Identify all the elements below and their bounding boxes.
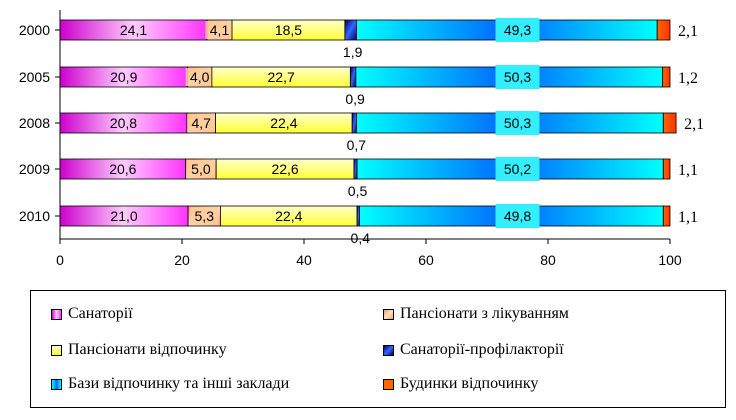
- data-label-sanatorii-2000: 24,1: [120, 22, 147, 38]
- data-label-budynky-vidpochynku-2010: 1,1: [678, 209, 698, 226]
- legend-item-pansionaty-vidpochynku: Пансіонати відпочинку: [51, 341, 227, 359]
- data-label-bazy-vidpochynku-2008: 50,3: [504, 115, 531, 131]
- bar-budynky-vidpochynku-2010: [662, 205, 671, 227]
- y-tick-label-2009: 2009: [19, 161, 50, 177]
- data-label-pansionaty-vidpochynku-2005: 22,7: [268, 69, 295, 85]
- data-label-sanatorii-2009: 20,6: [109, 161, 136, 177]
- bar-budynky-vidpochynku-2008: [662, 112, 677, 134]
- legend-item-profilaktorii: Санаторії-профілакторії: [383, 341, 564, 359]
- data-label-bg-pansionaty-likuvannia-2005: [185, 68, 214, 86]
- data-label-profilaktorii-2008: 0,7: [347, 137, 367, 153]
- bar-profilaktorii-2008: [351, 112, 357, 134]
- bar-profilaktorii-2000: [344, 19, 357, 41]
- data-label-bazy-vidpochynku-2010: 49,8: [504, 208, 531, 224]
- data-label-bazy-vidpochynku-2009: 50,2: [504, 161, 531, 177]
- data-label-bg-bazy-vidpochynku-2010: [495, 204, 540, 228]
- legend-label-bazy-vidpochynku: Бази відпочинку та інші заклади: [68, 375, 290, 392]
- data-label-pansionaty-likuvannia-2009: 5,0: [191, 161, 211, 177]
- data-label-pansionaty-likuvannia-2010: 5,3: [195, 208, 215, 224]
- data-label-sanatorii-2008: 20,8: [110, 115, 137, 131]
- data-label-bg-bazy-vidpochynku-2005: [495, 65, 540, 89]
- legend-swatch-bazy-vidpochynku: [51, 378, 62, 390]
- legend-swatch-sanatorii: [51, 308, 62, 320]
- legend-label-sanatorii: Санаторії: [68, 305, 133, 322]
- data-label-sanatorii-2010: 21,0: [110, 208, 137, 224]
- legend-swatch-budynky-vidpochynku: [383, 378, 394, 390]
- y-tick-label-2000: 2000: [19, 22, 50, 38]
- legend-swatch-profilaktorii: [383, 344, 394, 356]
- data-label-budynky-vidpochynku-2008: 2,1: [684, 116, 704, 133]
- legend-item-budynky-vidpochynku: Будинки відпочинку: [383, 375, 538, 393]
- bar-budynky-vidpochynku-2009: [662, 158, 671, 180]
- x-tick-label-100: 100: [658, 252, 682, 268]
- x-tick-label-40: 40: [296, 252, 312, 268]
- data-label-budynky-vidpochynku-2000: 2,1: [678, 23, 698, 40]
- x-tick-label-0: 0: [56, 252, 64, 268]
- data-label-pansionaty-likuvannia-2005: 4,0: [190, 69, 210, 85]
- data-label-profilaktorii-2009: 0,5: [348, 183, 368, 199]
- stacked-bar-chart: 0 20 40 60 80 100 2000 24,1 4,1 18,5 1,9 49,3 2,1 200…: [19, 10, 704, 268]
- data-label-bg-pansionaty-likuvannia-2008: [187, 114, 216, 132]
- data-label-bg-bazy-vidpochynku-2009: [495, 157, 540, 181]
- legend-item-pansionaty-likuvannia: Пансіонати з лікуванням: [383, 305, 569, 323]
- bar-profilaktorii-2009: [353, 158, 358, 180]
- data-label-budynky-vidpochynku-2005: 1,2: [678, 70, 698, 87]
- data-label-bazy-vidpochynku-2005: 50,3: [504, 69, 531, 85]
- data-label-pansionaty-likuvannia-2000: 4,1: [210, 22, 230, 38]
- y-tick-label-2005: 2005: [19, 69, 50, 85]
- data-label-profilaktorii-2005: 0,9: [345, 91, 365, 107]
- data-label-bg-bazy-vidpochynku-2008: [495, 111, 540, 135]
- legend-swatch-pansionaty-vidpochynku: [51, 344, 62, 356]
- y-tick-label-2008: 2008: [19, 115, 50, 131]
- y-tick-label-2010: 2010: [19, 208, 50, 224]
- data-label-pansionaty-likuvannia-2008: 4,7: [191, 115, 211, 131]
- data-label-pansionaty-vidpochynku-2009: 22,6: [271, 161, 298, 177]
- bar-budynky-vidpochynku-2000: [656, 19, 671, 41]
- legend-label-profilaktorii: Санаторії-профілакторії: [400, 341, 564, 358]
- legend-swatch-pansionaty-likuvannia: [383, 308, 394, 320]
- data-label-budynky-vidpochynku-2009: 1,1: [678, 162, 698, 179]
- x-tick-label-60: 60: [418, 252, 434, 268]
- x-tick-label-20: 20: [174, 252, 190, 268]
- data-label-bg-bazy-vidpochynku-2000: [495, 18, 540, 42]
- legend-item-bazy-vidpochynku: Бази відпочинку та інші заклади: [51, 375, 289, 393]
- bar-profilaktorii-2005: [349, 66, 357, 88]
- legend-label-budynky-vidpochynku: Будинки відпочинку: [400, 375, 539, 392]
- legend-label-pansionaty-vidpochynku: Пансіонати відпочинку: [68, 341, 227, 358]
- data-label-sanatorii-2005: 20,9: [110, 69, 137, 85]
- legend-label-pansionaty-likuvannia: Пансіонати з лікуванням: [400, 305, 569, 322]
- data-label-profilaktorii-2000: 1,9: [343, 44, 363, 60]
- data-label-bg-pansionaty-likuvannia-2009: [186, 160, 215, 178]
- data-label-profilaktorii-2010: 0,4: [351, 230, 371, 246]
- data-label-pansionaty-vidpochynku-2010: 22,4: [275, 208, 302, 224]
- data-label-bg-pansionaty-likuvannia-2010: [190, 207, 219, 225]
- legend: Санаторії Пансіонати з лікуванням Пансіо…: [30, 290, 726, 408]
- data-label-bazy-vidpochynku-2000: 49,3: [504, 22, 531, 38]
- data-label-bg-pansionaty-likuvannia-2000: [205, 21, 234, 39]
- x-tick-label-80: 80: [540, 252, 556, 268]
- bar-budynky-vidpochynku-2005: [662, 66, 671, 88]
- data-label-pansionaty-vidpochynku-2000: 18,5: [275, 22, 302, 38]
- data-label-pansionaty-vidpochynku-2008: 22,4: [270, 115, 297, 131]
- legend-item-sanatorii: Санаторії: [51, 305, 133, 323]
